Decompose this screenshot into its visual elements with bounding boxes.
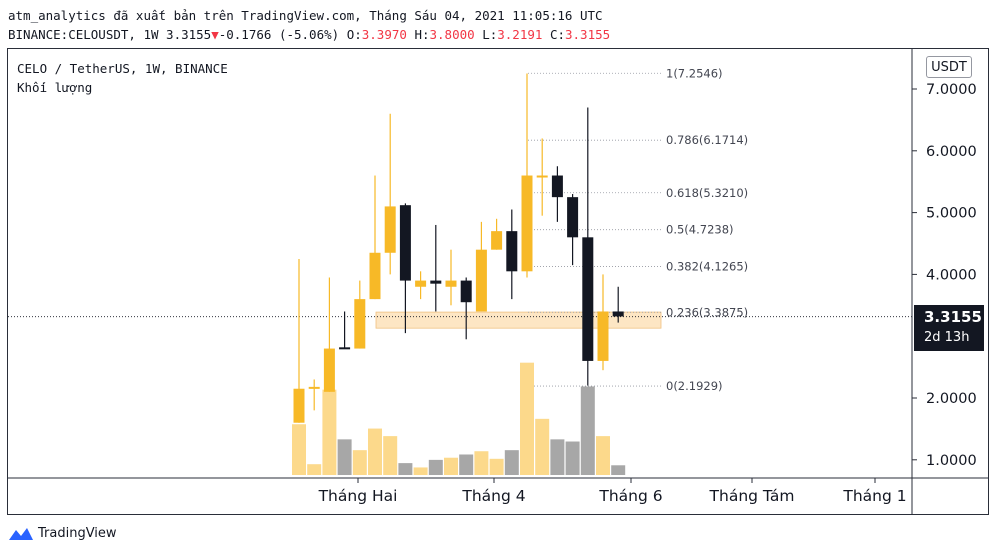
- bar-countdown: 2d 13h: [924, 330, 970, 345]
- candle-body: [293, 388, 305, 423]
- volume-bar: [550, 439, 565, 475]
- current-price-label: 3.3155: [924, 308, 982, 326]
- candle-body: [612, 311, 624, 317]
- candle-body: [369, 252, 381, 300]
- tradingview-logo-icon: [9, 527, 33, 540]
- volume-bar: [535, 418, 550, 475]
- candle-body: [551, 175, 563, 198]
- open-value: 3.3970: [361, 27, 407, 42]
- close-label: C:: [549, 27, 565, 42]
- volume-bar: [307, 464, 322, 475]
- volume-bar: [504, 450, 519, 475]
- price-tick-label: 5.0000: [926, 206, 977, 222]
- current-price-tag: 3.3155 2d 13h: [914, 305, 984, 351]
- volume-bar: [580, 386, 595, 475]
- time-tick-label: Tháng 6: [598, 487, 662, 505]
- fib-level-label: 0.786(6.1714): [666, 133, 748, 147]
- time-tick-label: Tháng Hai: [318, 487, 398, 505]
- price-tick-label: 1.0000: [926, 453, 977, 469]
- high-label: H:: [414, 27, 430, 42]
- price-tick-label: 6.0000: [926, 144, 977, 160]
- down-arrow-icon: ▼: [211, 27, 219, 42]
- candle-body: [308, 386, 320, 389]
- fib-level-label: 0.5(4.7238): [666, 223, 734, 237]
- candle-body: [597, 311, 609, 361]
- volume-bar: [489, 458, 504, 475]
- candle-body: [491, 231, 503, 250]
- volume-bar: [352, 450, 367, 475]
- volume-bar: [459, 454, 474, 475]
- candle-body: [445, 280, 457, 287]
- volume-bar: [292, 424, 306, 475]
- time-tick-label: Tháng 1: [842, 487, 906, 505]
- volume-bar: [565, 441, 580, 475]
- candle-body: [384, 206, 396, 253]
- fib-level-label: 0.382(4.1265): [666, 260, 748, 274]
- candle-body: [582, 237, 594, 361]
- currency-unit-button[interactable]: USDT: [926, 56, 972, 78]
- volume-bar: [596, 436, 610, 475]
- high-value: 3.8000: [429, 27, 475, 42]
- publish-info: atm_analytics đã xuất bản trên TradingVi…: [8, 8, 603, 23]
- open-label: O:: [346, 27, 362, 42]
- fib-level-label: 1(7.2546): [666, 66, 723, 80]
- candle-body: [506, 231, 518, 272]
- price-change: -0.1766 (-5.06%): [218, 27, 340, 42]
- price-tick-label: 4.0000: [926, 267, 977, 283]
- candle-body: [536, 175, 548, 178]
- volume-bar: [428, 459, 443, 475]
- fib-level-label: 0.618(5.3210): [666, 186, 748, 200]
- candle-body: [521, 175, 533, 272]
- low-label: L:: [482, 27, 498, 42]
- volume-bar: [520, 362, 534, 475]
- last-price: 3.3155: [166, 27, 212, 42]
- candle-body: [354, 299, 366, 349]
- volume-legend: Khối lượng: [17, 80, 93, 95]
- candle-body: [399, 205, 411, 281]
- chart-legend-title: CELO / TetherUS, 1W, BINANCE: [17, 61, 228, 76]
- brand-name: TradingView: [38, 526, 117, 541]
- volume-bar: [444, 457, 458, 475]
- volume-bar: [383, 436, 398, 475]
- time-tick-label: Tháng Tám: [709, 487, 795, 505]
- fib-level-label: 0(2.1929): [666, 379, 723, 393]
- candle-body: [475, 249, 487, 312]
- candle-body: [415, 280, 427, 287]
- price-tick-label: 2.0000: [926, 391, 977, 407]
- volume-bar: [368, 428, 382, 475]
- volume-bar: [474, 451, 489, 475]
- candle-body: [460, 280, 472, 303]
- fib-level-label: 0.236(3.3875): [666, 305, 748, 319]
- price-tick-label: 7.0000: [926, 82, 977, 98]
- close-value: 3.3155: [565, 27, 611, 42]
- volume-bar: [398, 463, 413, 475]
- candle-body: [430, 280, 442, 284]
- time-tick-label: Tháng 4: [461, 487, 525, 505]
- candle-body: [567, 197, 579, 238]
- candle-body: [339, 347, 351, 350]
- ohlc-bar: BINANCE:CELOUSDT, 1W 3.3155▼-0.1766 (-5.…: [8, 27, 610, 42]
- volume-bar: [337, 439, 352, 475]
- candle-body: [323, 348, 335, 392]
- volume-bar: [322, 389, 337, 475]
- chart-frame[interactable]: [7, 48, 989, 515]
- tradingview-brand[interactable]: TradingView: [8, 526, 117, 541]
- symbol-label: BINANCE:CELOUSDT, 1W: [8, 27, 159, 42]
- volume-bar: [611, 465, 626, 475]
- low-value: 3.2191: [497, 27, 543, 42]
- volume-bar: [413, 467, 428, 475]
